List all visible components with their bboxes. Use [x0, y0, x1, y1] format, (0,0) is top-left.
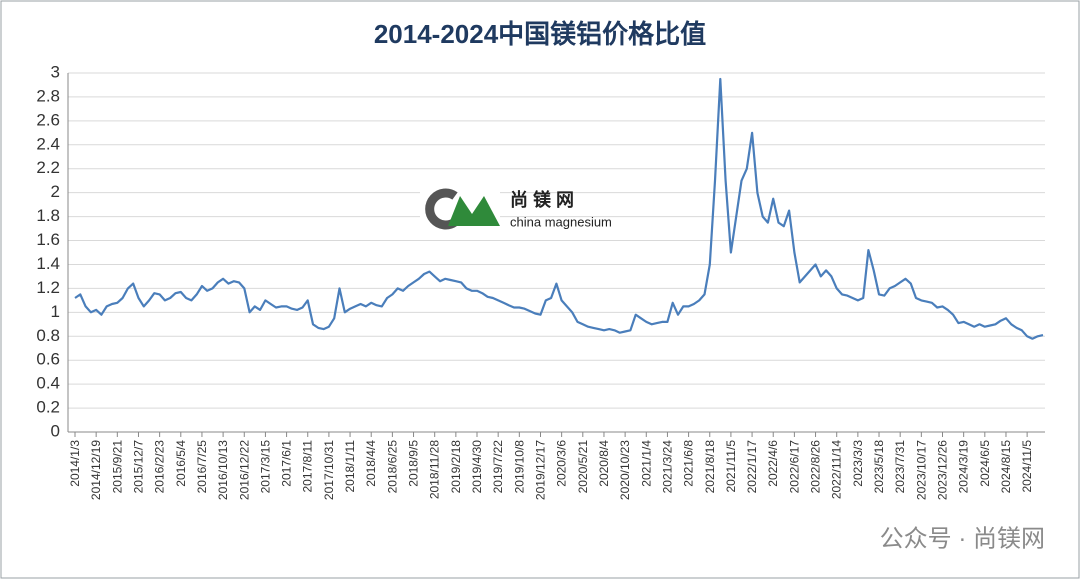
x-tick-label: 2019/12/17 [533, 440, 547, 500]
y-tick-label: 2 [51, 182, 60, 201]
x-tick-label: 2022/6/17 [787, 440, 801, 494]
x-tick-label: 2014/1/3 [68, 440, 82, 487]
x-tick-label: 2022/8/26 [809, 440, 823, 494]
x-tick-label: 2022/1/17 [745, 440, 759, 494]
x-tick-label: 2017/8/11 [301, 440, 315, 493]
y-tick-label: 0.2 [36, 398, 60, 417]
x-tick-label: 2023/7/31 [893, 440, 907, 494]
y-tick-label: 0 [51, 421, 60, 440]
x-tick-label: 2019/4/30 [470, 440, 484, 494]
x-tick-label: 2018/9/5 [407, 440, 421, 487]
x-tick-label: 2016/10/13 [216, 440, 230, 500]
y-tick-label: 1.2 [36, 278, 60, 297]
x-tick-label: 2016/12/22 [237, 440, 251, 500]
x-tick-label: 2020/5/21 [576, 440, 590, 494]
x-tick-label: 2016/2/23 [153, 440, 167, 494]
y-tick-label: 2.4 [36, 134, 60, 153]
x-tick-label: 2023/12/26 [935, 440, 949, 500]
x-tick-label: 2017/6/1 [280, 440, 294, 487]
x-tick-label: 2017/3/15 [258, 440, 272, 494]
x-tick-label: 2020/8/4 [597, 440, 611, 487]
y-tick-label: 1.6 [36, 230, 60, 249]
x-tick-label: 2019/10/8 [512, 440, 526, 494]
x-tick-label: 2015/9/21 [110, 440, 124, 494]
logo-subtitle: china magnesium [510, 214, 612, 229]
y-tick-label: 2.6 [36, 110, 60, 129]
x-tick-label: 2024/8/15 [999, 440, 1013, 494]
x-tick-label: 2016/7/25 [195, 440, 209, 494]
x-tick-label: 2023/5/18 [872, 440, 886, 494]
x-tick-label: 2017/10/31 [322, 440, 336, 500]
logo: 尚 镁 网 china magnesium [420, 188, 612, 230]
logo-c [425, 188, 458, 230]
x-tick-label: 2024/6/5 [978, 440, 992, 487]
data-line [74, 77, 1044, 340]
x-tick-label: 2018/11/28 [428, 440, 442, 499]
x-tick-label: 2014/12/19 [89, 440, 103, 500]
x-tick-label: 2021/11/5 [724, 440, 738, 493]
watermark: 公众号 · 尚镁网 [880, 525, 1045, 552]
x-tick-label: 2023/10/17 [914, 440, 928, 500]
y-tick-label: 1.8 [36, 206, 60, 225]
y-tick-label: 3 [51, 62, 60, 81]
y-tick-label: 1.4 [36, 254, 60, 273]
x-tick-label: 2022/11/14 [830, 440, 844, 499]
x-tick-label: 2021/1/4 [639, 440, 653, 487]
x-tick-label: 2018/6/25 [385, 440, 399, 494]
y-tick-label: 0.8 [36, 326, 60, 345]
x-tick-label: 2024/11/5 [1020, 440, 1034, 493]
y-tick-label: 2.2 [36, 158, 60, 177]
logo-name: 尚 镁 网 [510, 189, 574, 210]
x-tick-label: 2021/6/8 [682, 440, 696, 487]
y-tick-label: 0.6 [36, 350, 60, 369]
x-tick-label: 2019/7/22 [491, 440, 505, 494]
y-tick-label: 1 [51, 302, 60, 321]
x-tick-label: 2022/4/6 [766, 440, 780, 487]
x-tick-label: 2023/3/3 [851, 440, 865, 487]
x-tick-label: 2020/10/23 [618, 440, 632, 500]
x-tick-label: 2018/1/11 [343, 440, 357, 493]
x-tick-label: 2019/2/18 [449, 440, 463, 494]
x-tick-label: 2018/4/4 [364, 440, 378, 487]
y-tick-label: 0.4 [36, 374, 60, 393]
y-tick-label: 2.8 [36, 86, 60, 105]
x-tick-label: 2016/5/4 [174, 440, 188, 487]
x-tick-label: 2020/3/6 [555, 440, 569, 487]
x-tick-label: 2021/3/24 [660, 440, 674, 494]
x-tick-label: 2021/8/18 [703, 440, 717, 494]
logo-m [448, 196, 500, 226]
chart-title: 2014-2024中国镁铝价格比值 [374, 19, 706, 49]
x-tick-label: 2015/12/7 [131, 440, 145, 494]
x-tick-label: 2024/3/19 [957, 440, 971, 494]
